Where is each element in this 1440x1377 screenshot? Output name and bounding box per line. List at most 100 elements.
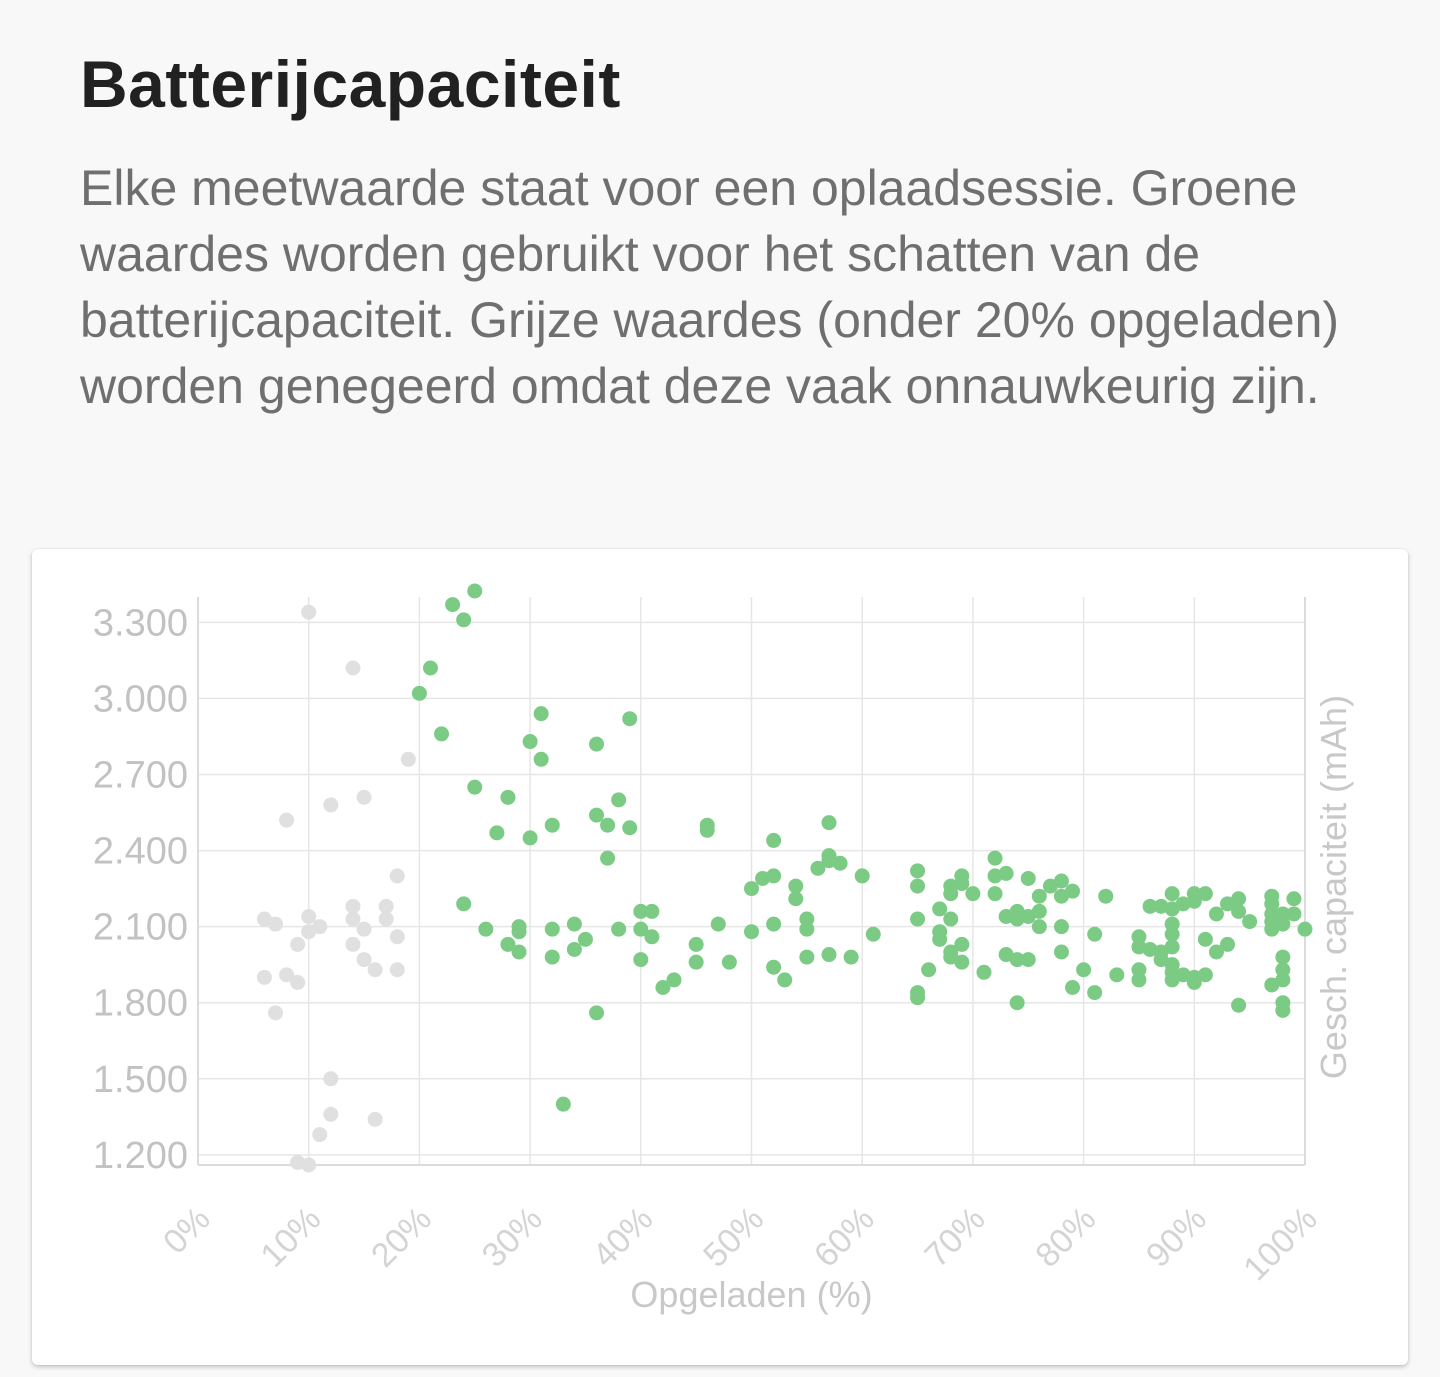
data-point-used xyxy=(489,825,505,841)
data-point-used xyxy=(600,850,616,866)
data-point-ignored xyxy=(400,751,416,767)
data-point-used xyxy=(533,751,549,767)
y-tick-label: 3.300 xyxy=(93,602,188,644)
data-point-ignored xyxy=(301,1157,317,1173)
data-point-ignored xyxy=(389,962,405,978)
data-point-used xyxy=(533,706,549,722)
data-point-used xyxy=(566,941,582,957)
data-point-used xyxy=(1031,919,1047,935)
data-point-used xyxy=(456,612,472,628)
y-tick-label: 2.400 xyxy=(93,831,188,873)
data-point-used xyxy=(788,891,804,907)
data-point-used xyxy=(910,878,926,894)
data-point-ignored xyxy=(279,967,295,983)
data-point-used xyxy=(555,1096,571,1112)
data-point-used xyxy=(467,779,483,795)
data-point-used xyxy=(821,947,837,963)
data-point-ignored xyxy=(367,962,383,978)
data-point-used xyxy=(411,685,427,701)
data-point-used xyxy=(1087,985,1103,1001)
data-point-used xyxy=(1053,944,1069,960)
data-point-used xyxy=(1208,906,1224,922)
data-point-ignored xyxy=(356,921,372,937)
data-point-ignored xyxy=(378,911,394,927)
data-point-used xyxy=(633,903,649,919)
data-point-used xyxy=(1009,995,1025,1011)
data-point-used xyxy=(666,972,682,988)
data-point-ignored xyxy=(323,797,339,813)
chart-card: 1.200 1.500 1.800 2.100 2.400 2.700 3.000 3.300… xyxy=(32,549,1408,1365)
data-point-used xyxy=(954,954,970,970)
data-point-used xyxy=(644,903,660,919)
data-point-used xyxy=(522,734,538,750)
grid xyxy=(197,597,1306,1165)
data-point-used xyxy=(600,817,616,833)
data-point-used xyxy=(622,820,638,836)
y-tick-label: 2.700 xyxy=(93,755,188,797)
data-point-used xyxy=(1109,967,1125,983)
data-point-used xyxy=(766,868,782,884)
data-point-used xyxy=(865,926,881,942)
data-point-used xyxy=(821,815,837,831)
data-point-ignored xyxy=(301,604,317,620)
data-point-used xyxy=(987,886,1003,902)
data-points xyxy=(256,583,1313,1173)
data-point-ignored xyxy=(345,936,361,952)
data-point-used xyxy=(766,832,782,848)
data-point-used xyxy=(943,911,959,927)
data-point-used xyxy=(744,924,759,940)
data-point-used xyxy=(511,944,527,960)
data-point-ignored xyxy=(356,952,372,968)
data-point-used xyxy=(589,1005,605,1021)
x-tick-label: 0% xyxy=(156,1200,218,1262)
data-point-used xyxy=(1275,972,1291,988)
data-point-used xyxy=(566,916,582,932)
data-point-used xyxy=(544,921,560,937)
data-point-ignored xyxy=(378,898,394,914)
data-point-used xyxy=(766,959,782,975)
data-point-used xyxy=(1186,974,1202,990)
data-point-used xyxy=(1275,916,1291,932)
page-title: Batterijcapaciteit xyxy=(80,47,621,121)
data-point-used xyxy=(932,931,948,947)
y-tick-label: 1.200 xyxy=(93,1135,188,1177)
data-point-ignored xyxy=(279,812,295,828)
data-point-used xyxy=(976,964,992,980)
data-point-used xyxy=(1220,936,1236,952)
data-point-ignored xyxy=(389,929,405,945)
data-point-ignored xyxy=(389,868,405,884)
data-point-used xyxy=(954,936,970,952)
data-point-used xyxy=(1098,888,1114,904)
data-point-used xyxy=(932,901,948,917)
x-tick-label: 70% xyxy=(918,1200,993,1275)
scatter-chart: 1.200 1.500 1.800 2.100 2.400 2.700 3.000 3.300… xyxy=(93,583,1354,1315)
data-point-used xyxy=(456,896,472,912)
data-point-used xyxy=(1164,926,1180,942)
data-point-used xyxy=(1197,967,1213,983)
data-point-used xyxy=(721,954,737,970)
data-point-used xyxy=(467,583,483,599)
data-point-used xyxy=(987,850,1003,866)
x-tick-label: 50% xyxy=(696,1200,771,1275)
data-point-used xyxy=(1297,921,1313,937)
data-point-used xyxy=(544,817,560,833)
data-point-used xyxy=(921,962,937,978)
data-point-used xyxy=(1286,906,1302,922)
data-point-ignored xyxy=(267,916,283,932)
data-point-used xyxy=(1031,888,1047,904)
data-point-used xyxy=(843,949,859,965)
data-point-ignored xyxy=(323,1071,339,1087)
data-point-used xyxy=(965,886,981,902)
data-point-used xyxy=(500,789,516,805)
data-point-used xyxy=(611,921,627,937)
x-tick-label: 10% xyxy=(253,1200,328,1275)
data-point-used xyxy=(478,921,494,937)
data-point-used xyxy=(810,860,826,876)
x-tick-label: 90% xyxy=(1139,1200,1214,1275)
data-point-used xyxy=(522,830,538,846)
data-point-used xyxy=(1076,962,1092,978)
x-tick-label: 30% xyxy=(475,1200,550,1275)
data-point-used xyxy=(744,881,759,897)
data-point-used xyxy=(422,660,438,676)
data-point-used xyxy=(699,822,715,838)
